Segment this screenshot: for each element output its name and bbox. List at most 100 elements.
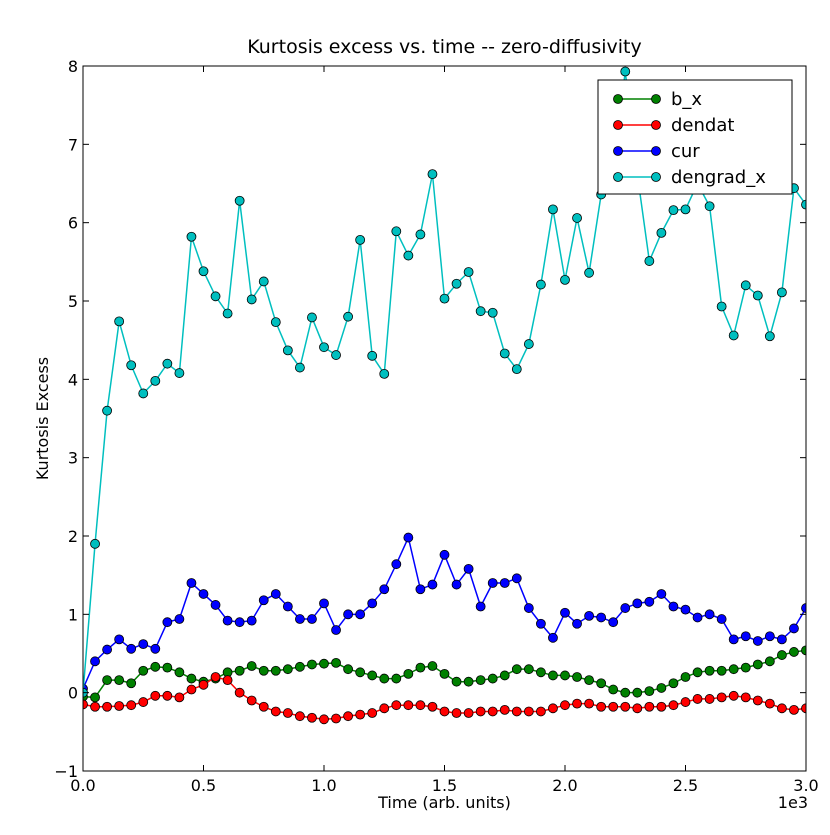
- data-point-dengrad_x: [451, 278, 462, 289]
- data-point-dengrad_x: [668, 205, 679, 216]
- data-point-cur: [102, 644, 112, 655]
- data-point-dengrad_x: [415, 229, 426, 240]
- data-point-b_x: [777, 650, 787, 660]
- data-point-b_x: [234, 665, 245, 676]
- x-axis-label: Time (arb. units): [377, 793, 511, 812]
- data-point-dengrad_x: [548, 204, 558, 215]
- data-point-dendat: [632, 703, 643, 714]
- data-point-dengrad_x: [523, 339, 534, 349]
- data-point-dendat: [102, 701, 112, 712]
- data-point-cur: [90, 656, 100, 667]
- data-point-dendat: [752, 695, 763, 706]
- data-point-cur: [548, 632, 558, 643]
- legend-item-dendat: dendat: [613, 115, 734, 136]
- data-point-dengrad_x: [403, 250, 414, 261]
- data-point-dendat: [114, 701, 125, 711]
- data-point-cur: [427, 579, 438, 590]
- data-point-dendat: [391, 700, 402, 711]
- data-point-cur: [294, 614, 305, 624]
- data-point-cur: [499, 578, 510, 588]
- data-point-dengrad_x: [90, 538, 100, 549]
- data-point-dengrad_x: [644, 256, 655, 266]
- data-point-cur: [210, 600, 221, 610]
- data-point-dengrad_x: [174, 368, 185, 378]
- data-point-b_x: [475, 675, 486, 686]
- data-point-dengrad_x: [499, 348, 510, 359]
- data-point-dengrad_x: [162, 358, 173, 369]
- data-point-b_x: [294, 661, 305, 672]
- data-point-b_x: [138, 665, 149, 676]
- data-point-b_x: [596, 678, 607, 689]
- data-point-dendat: [620, 701, 631, 712]
- y-tick-label: 7: [68, 135, 78, 154]
- data-point-dengrad_x: [439, 293, 450, 304]
- data-point-b_x: [415, 662, 426, 673]
- data-point-dengrad_x: [716, 301, 727, 312]
- data-point-cur: [451, 579, 462, 590]
- y-tick-label: 1: [68, 605, 78, 624]
- data-point-dendat: [596, 701, 607, 712]
- data-point-dendat: [487, 706, 498, 717]
- series-cur: [83, 532, 806, 694]
- data-point-dendat: [740, 692, 751, 703]
- data-point-cur: [403, 532, 414, 543]
- data-point-dendat: [282, 708, 293, 718]
- data-point-b_x: [740, 662, 751, 673]
- data-point-cur: [114, 634, 125, 645]
- data-point-cur: [307, 614, 317, 624]
- data-point-b_x: [692, 667, 703, 678]
- data-point-cur: [584, 611, 594, 621]
- data-point-b_x: [801, 645, 806, 656]
- data-point-b_x: [427, 661, 438, 671]
- data-point-dendat: [198, 679, 209, 690]
- x-tick-label: 1.0: [311, 776, 336, 795]
- data-point-dendat: [186, 684, 197, 695]
- data-point-cur: [656, 589, 667, 599]
- data-point-dengrad_x: [463, 267, 474, 277]
- data-point-dendat: [463, 708, 474, 718]
- data-point-dendat: [777, 703, 787, 714]
- legend-marker: [613, 172, 623, 182]
- data-point-b_x: [391, 673, 402, 684]
- data-point-b_x: [789, 647, 799, 657]
- data-point-b_x: [548, 670, 558, 681]
- data-point-dengrad_x: [343, 311, 354, 322]
- data-point-cur: [258, 595, 269, 606]
- data-point-dengrad_x: [234, 195, 245, 206]
- data-point-dengrad_x: [114, 316, 125, 327]
- data-point-cur: [379, 584, 390, 595]
- data-point-dendat: [126, 700, 137, 711]
- data-point-b_x: [487, 673, 498, 684]
- data-point-cur: [186, 578, 197, 588]
- data-point-cur: [777, 634, 787, 645]
- data-point-dendat: [319, 714, 329, 725]
- data-point-b_x: [150, 661, 161, 672]
- data-point-dengrad_x: [777, 287, 787, 298]
- data-point-b_x: [716, 665, 727, 676]
- data-point-b_x: [620, 687, 631, 698]
- data-point-cur: [331, 625, 341, 635]
- data-point-b_x: [355, 667, 366, 678]
- data-point-cur: [174, 614, 185, 624]
- data-point-b_x: [463, 676, 474, 687]
- data-point-cur: [463, 564, 474, 574]
- legend-marker: [651, 94, 661, 104]
- data-point-dengrad_x: [511, 364, 522, 375]
- data-point-cur: [367, 598, 378, 609]
- data-point-dendat: [668, 700, 679, 711]
- data-point-cur: [692, 612, 703, 623]
- data-point-b_x: [668, 678, 679, 689]
- data-point-cur: [632, 598, 643, 609]
- data-point-dendat: [367, 708, 378, 718]
- legend-item-cur: cur: [613, 141, 700, 162]
- x-tick-label: 3.0: [793, 776, 818, 795]
- data-point-cur: [523, 603, 534, 613]
- data-point-dengrad_x: [331, 350, 341, 360]
- data-point-b_x: [343, 664, 354, 675]
- data-point-cur: [138, 639, 149, 649]
- data-point-cur: [150, 643, 161, 654]
- data-point-dengrad_x: [764, 331, 775, 342]
- data-point-b_x: [572, 672, 582, 682]
